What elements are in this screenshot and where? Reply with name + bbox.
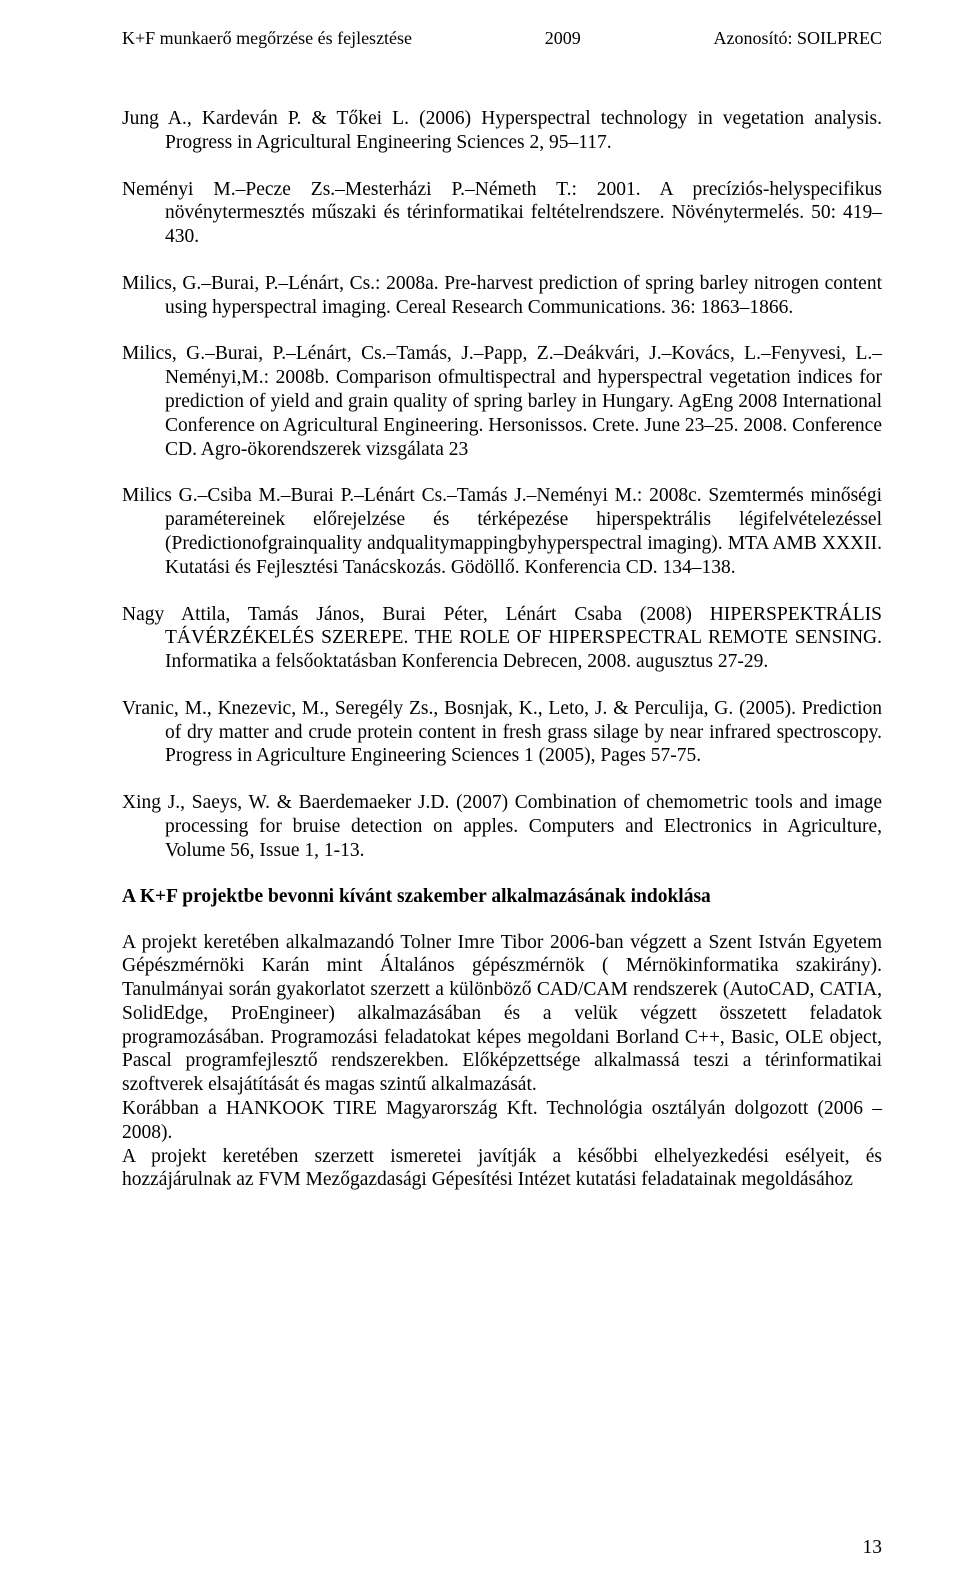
- reference-item: Xing J., Saeys, W. & Baerdemaeker J.D. (…: [122, 791, 882, 862]
- page-number: 13: [863, 1537, 883, 1559]
- reference-item: Nagy Attila, Tamás János, Burai Péter, L…: [122, 603, 882, 674]
- header-center: 2009: [545, 28, 581, 49]
- section-heading: A K+F projektbe bevonni kívánt szakember…: [122, 886, 882, 908]
- reference-item: Neményi M.–Pecze Zs.–Mesterházi P.–Német…: [122, 178, 882, 249]
- reference-item: Milics, G.–Burai, P.–Lénárt, Cs.: 2008a.…: [122, 272, 882, 320]
- header-right: Azonosító: SOILPREC: [713, 28, 882, 49]
- reference-item: Jung A., Kardeván P. & Tőkei L. (2006) H…: [122, 107, 882, 155]
- reference-item: Vranic, M., Knezevic, M., Seregély Zs., …: [122, 697, 882, 768]
- body-paragraph: A projekt keretében alkalmazandó Tolner …: [122, 931, 882, 1193]
- reference-item: Milics G.–Csiba M.–Burai P.–Lénárt Cs.–T…: [122, 484, 882, 579]
- document-page: K+F munkaerő megőrzése és fejlesztése 20…: [0, 0, 960, 1589]
- page-header: K+F munkaerő megőrzése és fejlesztése 20…: [122, 28, 882, 49]
- reference-item: Milics, G.–Burai, P.–Lénárt, Cs.–Tamás, …: [122, 342, 882, 461]
- header-left: K+F munkaerő megőrzése és fejlesztése: [122, 28, 412, 49]
